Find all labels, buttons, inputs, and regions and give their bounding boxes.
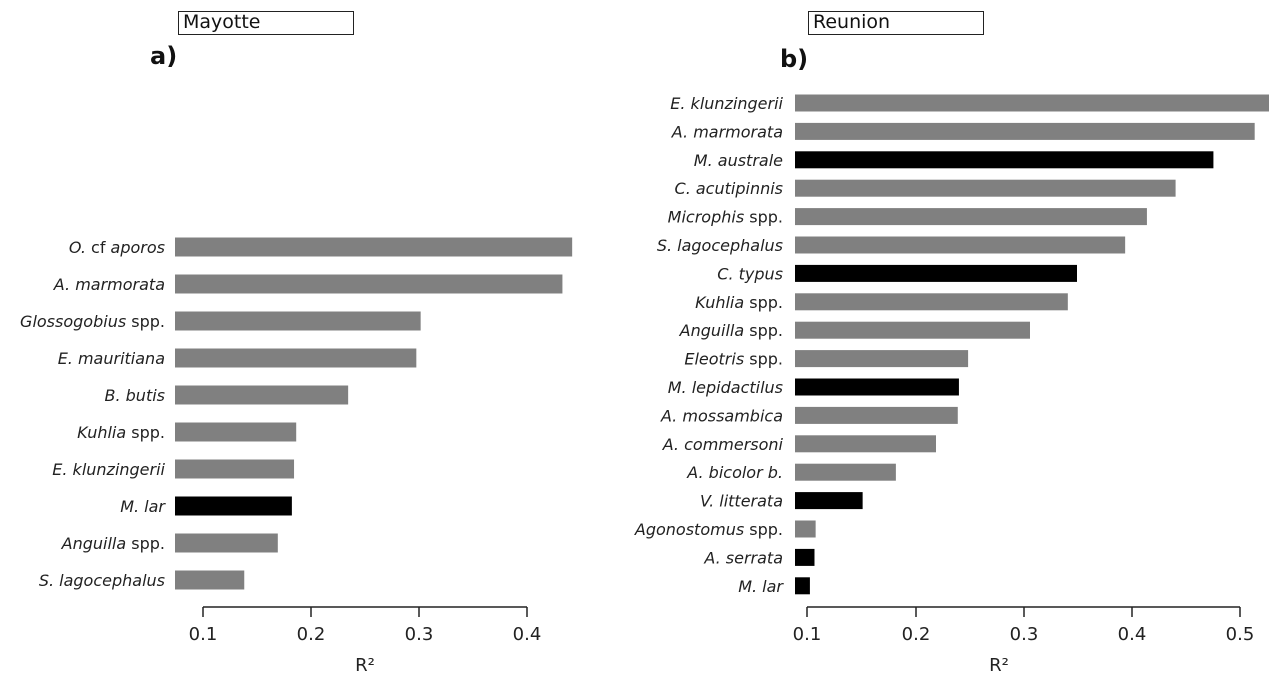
bar-b-17 bbox=[795, 577, 810, 595]
bar-a-3 bbox=[175, 348, 417, 368]
category-label: S. lagocephalus bbox=[39, 571, 165, 590]
category-label: M. australe bbox=[694, 151, 783, 170]
bar-a-7 bbox=[175, 496, 292, 516]
bar-b-0 bbox=[795, 94, 1269, 112]
bar-a-1 bbox=[175, 274, 563, 294]
x-axis-label-a: R² bbox=[355, 655, 375, 676]
bar-b-2 bbox=[795, 151, 1214, 169]
category-label: C. acutipinnis bbox=[675, 179, 783, 198]
bar-b-4 bbox=[795, 208, 1147, 226]
x-tick-label: 0.3 bbox=[1010, 624, 1039, 645]
category-label: S. lagocephalus bbox=[657, 236, 783, 255]
category-label: Kuhlia spp. bbox=[695, 293, 783, 312]
x-tick-label: 0.3 bbox=[405, 624, 434, 645]
category-label: M. lar bbox=[738, 577, 784, 596]
x-tick-label: 0.5 bbox=[1226, 624, 1255, 645]
panel-a-label: a) bbox=[150, 42, 178, 70]
category-label: A. bicolor b. bbox=[686, 463, 783, 482]
category-label: A. marmorata bbox=[671, 122, 783, 141]
category-label: Anguilla spp. bbox=[61, 534, 165, 553]
category-label: Agonostomus spp. bbox=[634, 520, 783, 539]
bar-b-7 bbox=[795, 293, 1068, 311]
category-label: B. butis bbox=[105, 386, 166, 405]
category-label: A. commersoni bbox=[662, 435, 784, 454]
bar-b-6 bbox=[795, 264, 1077, 282]
x-tick-label: 0.1 bbox=[189, 624, 218, 645]
bar-a-8 bbox=[175, 533, 278, 553]
category-label: E. mauritiana bbox=[58, 349, 165, 368]
category-label: A. serrata bbox=[703, 548, 783, 567]
bar-b-8 bbox=[795, 321, 1030, 339]
bar-b-13 bbox=[795, 463, 896, 481]
bar-a-6 bbox=[175, 459, 295, 479]
panel-b-title: Reunion bbox=[808, 11, 984, 35]
category-label: A. marmorata bbox=[53, 275, 165, 294]
x-axis-label-b: R² bbox=[989, 655, 1009, 676]
bar-a-0 bbox=[175, 237, 573, 257]
bar-b-14 bbox=[795, 492, 863, 510]
x-tick-label: 0.2 bbox=[297, 624, 326, 645]
category-label: E. klunzingerii bbox=[52, 460, 165, 479]
bar-a-2 bbox=[175, 311, 421, 331]
bar-a-9 bbox=[175, 570, 245, 590]
x-tick-label: 0.1 bbox=[793, 624, 822, 645]
category-label: M. lepidactilus bbox=[668, 378, 783, 397]
bar-b-11 bbox=[795, 406, 958, 424]
category-label: A. mossambica bbox=[660, 406, 783, 425]
x-tick-label: 0.4 bbox=[513, 624, 542, 645]
category-label: Glossogobius spp. bbox=[20, 312, 165, 331]
bar-b-5 bbox=[795, 236, 1126, 254]
bar-b-1 bbox=[795, 122, 1255, 140]
category-label: M. lar bbox=[120, 497, 166, 516]
category-label: V. litterata bbox=[700, 492, 783, 511]
bar-a-5 bbox=[175, 422, 297, 442]
bar-b-12 bbox=[795, 435, 936, 453]
x-tick-label: 0.4 bbox=[1118, 624, 1147, 645]
category-label: C. typus bbox=[717, 264, 783, 283]
x-tick-label: 0.2 bbox=[902, 624, 931, 645]
bar-b-15 bbox=[795, 520, 816, 538]
category-label: Eleotris spp. bbox=[684, 350, 783, 369]
bar-b-3 bbox=[795, 179, 1176, 197]
category-label: O. cf aporos bbox=[69, 238, 165, 257]
category-label: Microphis spp. bbox=[668, 208, 783, 227]
bar-b-9 bbox=[795, 350, 969, 368]
category-label: E. klunzingerii bbox=[670, 94, 783, 113]
category-label: Kuhlia spp. bbox=[77, 423, 165, 442]
panel-a-title: Mayotte bbox=[178, 11, 354, 35]
bar-a-4 bbox=[175, 385, 349, 405]
bar-b-16 bbox=[795, 548, 815, 566]
bar-b-10 bbox=[795, 378, 959, 396]
category-label: Anguilla spp. bbox=[679, 321, 783, 340]
panel-b-label: b) bbox=[780, 45, 809, 73]
